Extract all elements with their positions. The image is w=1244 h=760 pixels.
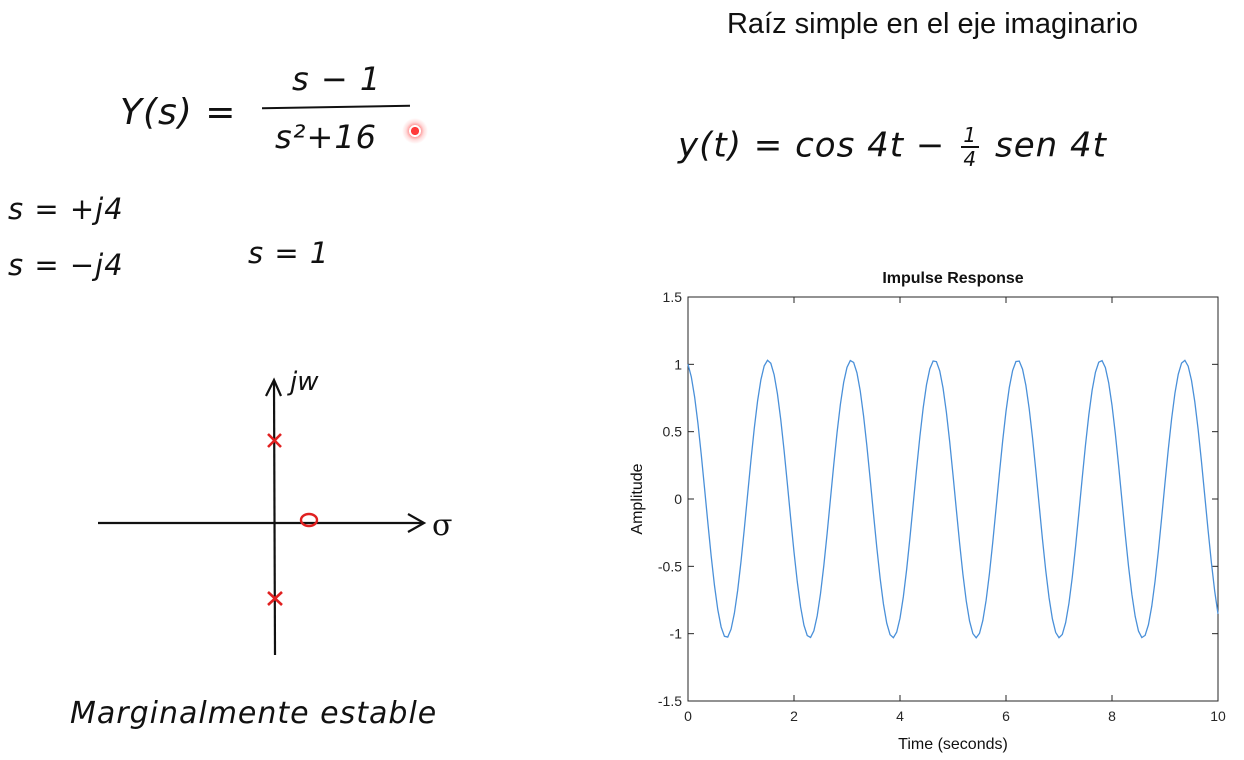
fraction-denominator: 4 bbox=[963, 147, 978, 171]
y-tick-label: -1 bbox=[670, 626, 683, 642]
transfer-function-numerator: s − 1 bbox=[292, 60, 382, 98]
imaginary-axis-arrow-icon bbox=[265, 377, 283, 397]
transfer-function-lhs: Y(s) = bbox=[120, 92, 237, 133]
x-tick-label: 4 bbox=[896, 708, 904, 724]
x-axis-label: Time (seconds) bbox=[898, 736, 1008, 753]
time-response-suffix: sen 4t bbox=[995, 125, 1107, 166]
y-tick-label: 0.5 bbox=[663, 424, 683, 440]
pole-positive: s = +j4 bbox=[8, 192, 124, 226]
time-response-equation: y(t) = cos 4t − 1 4 sen 4t bbox=[678, 124, 1107, 170]
real-axis-arrow-icon bbox=[407, 513, 427, 533]
y-tick-label: -0.5 bbox=[658, 558, 682, 574]
zero-marker bbox=[299, 512, 319, 528]
chart-title: Impulse Response bbox=[882, 270, 1023, 287]
y-tick-label: 1 bbox=[674, 356, 682, 372]
x-tick-label: 2 bbox=[790, 708, 798, 724]
pole-zero-diagram: jw σ bbox=[98, 367, 452, 656]
fraction-bar bbox=[261, 104, 411, 110]
x-tick-label: 8 bbox=[1108, 708, 1116, 724]
x-tick-label: 6 bbox=[1002, 708, 1010, 724]
imaginary-axis bbox=[272, 381, 277, 656]
impulse-response-chart: Impulse Response 0 2 4 6 8 10 -1.5 -1 -0.5 0 0.5 1 1… bbox=[629, 270, 1226, 753]
y-tick-label: 0 bbox=[674, 491, 682, 507]
fraction-numerator: 1 bbox=[963, 123, 978, 147]
imaginary-axis-label: jw bbox=[287, 367, 319, 397]
one-quarter-fraction: 1 4 bbox=[961, 123, 980, 171]
fraction-line bbox=[961, 146, 980, 148]
y-tick-label: 1.5 bbox=[663, 289, 683, 305]
y-axis-label: Amplitude bbox=[629, 463, 646, 534]
y-tick-label: -1.5 bbox=[658, 693, 682, 709]
pole-marker-upper bbox=[267, 433, 282, 448]
pole-negative: s = −j4 bbox=[8, 248, 124, 282]
slide-title: Raíz simple en el eje imaginario bbox=[726, 8, 1139, 40]
impulse-response-line bbox=[687, 359, 1219, 639]
plot-area bbox=[687, 296, 1219, 702]
zero-value: s = 1 bbox=[248, 236, 330, 270]
real-axis-label: σ bbox=[432, 508, 452, 543]
stability-label: Marginalmente estable bbox=[70, 696, 438, 731]
x-tick-label: 10 bbox=[1210, 708, 1226, 724]
time-response-prefix: y(t) = cos 4t − bbox=[678, 125, 946, 166]
laser-pointer-icon bbox=[402, 118, 428, 144]
pole-marker-lower bbox=[267, 591, 283, 606]
x-tick-label: 0 bbox=[684, 708, 692, 724]
transfer-function-denominator: s²+16 bbox=[275, 118, 378, 156]
